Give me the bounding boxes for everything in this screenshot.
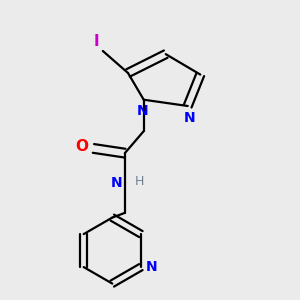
Text: H: H [134,175,144,188]
Text: N: N [136,104,148,118]
Text: N: N [184,111,195,125]
Text: N: N [111,176,122,190]
Text: O: O [76,140,89,154]
Text: N: N [146,260,157,274]
Text: I: I [94,34,100,50]
